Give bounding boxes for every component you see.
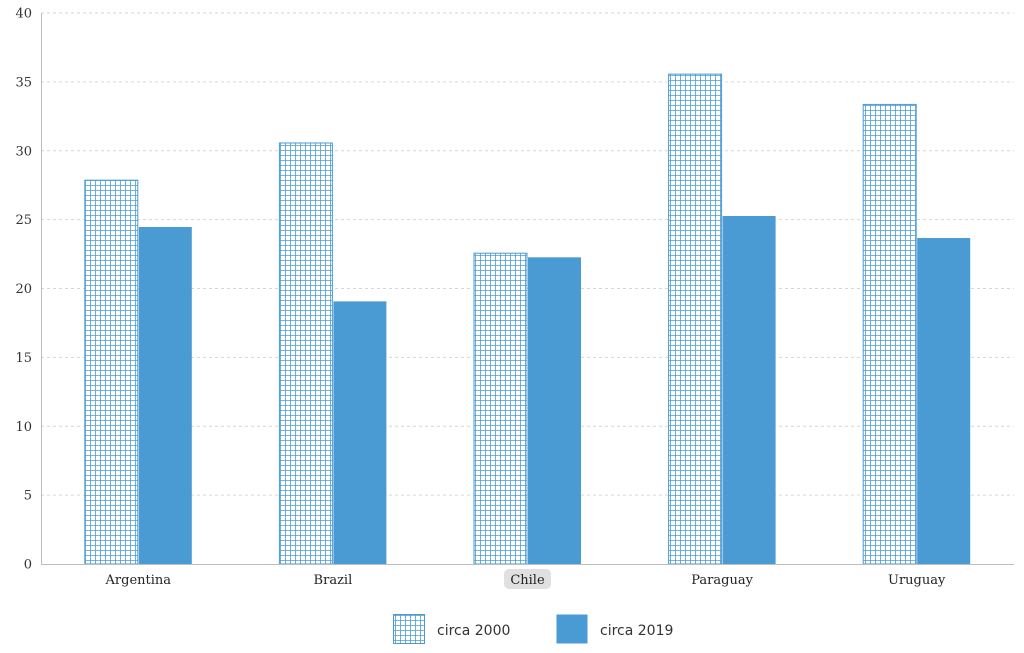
y-axis-ticks: 0 5 10 15 20 25 30 35 40 (15, 7, 32, 573)
y-tick-label: 0 (24, 558, 32, 573)
bar-circa-2019-brazil[interactable] (333, 301, 387, 564)
legend[interactable]: circa 2000 circa 2019 (393, 614, 674, 644)
bar-circa-2000-chile[interactable] (473, 252, 528, 565)
bar-circa-2000-uruguay[interactable] (862, 103, 917, 565)
legend-label: circa 2000 (437, 623, 510, 639)
axes (41, 13, 1014, 565)
bar-circa-2000-brazil[interactable] (278, 142, 333, 565)
bar-circa-2000-argentina[interactable] (84, 179, 139, 565)
x-tick-label-uruguay[interactable]: Uruguay (888, 573, 946, 588)
legend-swatch (556, 614, 588, 644)
y-tick-label: 25 (15, 213, 32, 228)
y-tick-label: 35 (15, 75, 32, 90)
y-tick-label: 10 (15, 420, 32, 435)
x-tick-label-argentina[interactable]: Argentina (105, 573, 172, 588)
bar-circa-2019-uruguay[interactable] (917, 238, 971, 564)
x-tick-label-paraguay[interactable]: Paraguay (691, 573, 753, 588)
y-tick-label: 15 (15, 351, 32, 366)
legend-swatch (393, 614, 425, 644)
legend-item-circa-2000[interactable]: circa 2000 (393, 614, 511, 644)
highlight-background (504, 569, 551, 589)
x-tick-label-brazil[interactable]: Brazil (314, 573, 353, 588)
bars (84, 73, 971, 565)
legend-item-circa-2019[interactable]: circa 2019 (556, 614, 674, 644)
x-tick-label-chile[interactable]: Chile (510, 573, 545, 588)
bar-circa-2000-paraguay[interactable] (668, 73, 723, 565)
bar-circa-2019-chile[interactable] (528, 257, 581, 564)
x-axis-ticks: Argentina Brazil Chile Paraguay Uruguay (105, 569, 946, 589)
bar-circa-2019-argentina[interactable] (138, 227, 192, 564)
y-tick-label: 5 (24, 489, 32, 504)
y-tick-label: 40 (15, 7, 32, 22)
legend-label: circa 2019 (600, 623, 673, 639)
y-tick-label: 20 (15, 282, 32, 297)
y-tick-label: 30 (15, 144, 32, 159)
bar-circa-2019-paraguay[interactable] (722, 215, 776, 564)
